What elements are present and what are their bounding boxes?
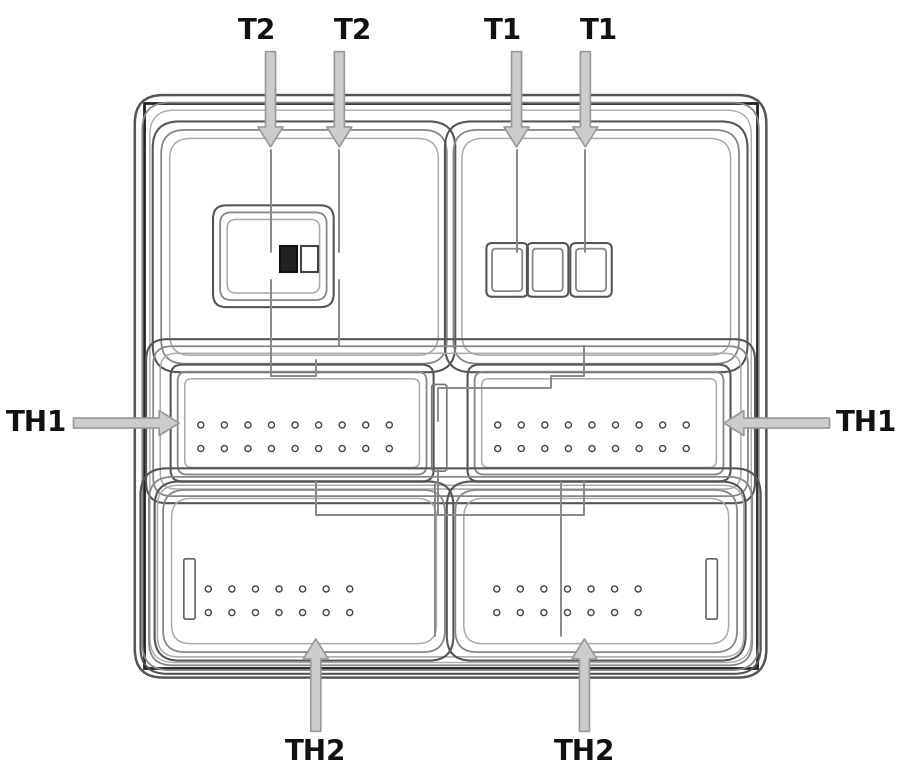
FancyBboxPatch shape: [280, 246, 297, 272]
Text: TH1: TH1: [5, 409, 67, 437]
Text: TH1: TH1: [836, 409, 897, 437]
Text: TH2: TH2: [554, 738, 615, 766]
Text: TH2: TH2: [285, 738, 346, 766]
Text: T1: T1: [579, 17, 618, 45]
Text: T2: T2: [238, 17, 277, 45]
Text: T1: T1: [484, 17, 522, 45]
Text: T2: T2: [334, 17, 372, 45]
